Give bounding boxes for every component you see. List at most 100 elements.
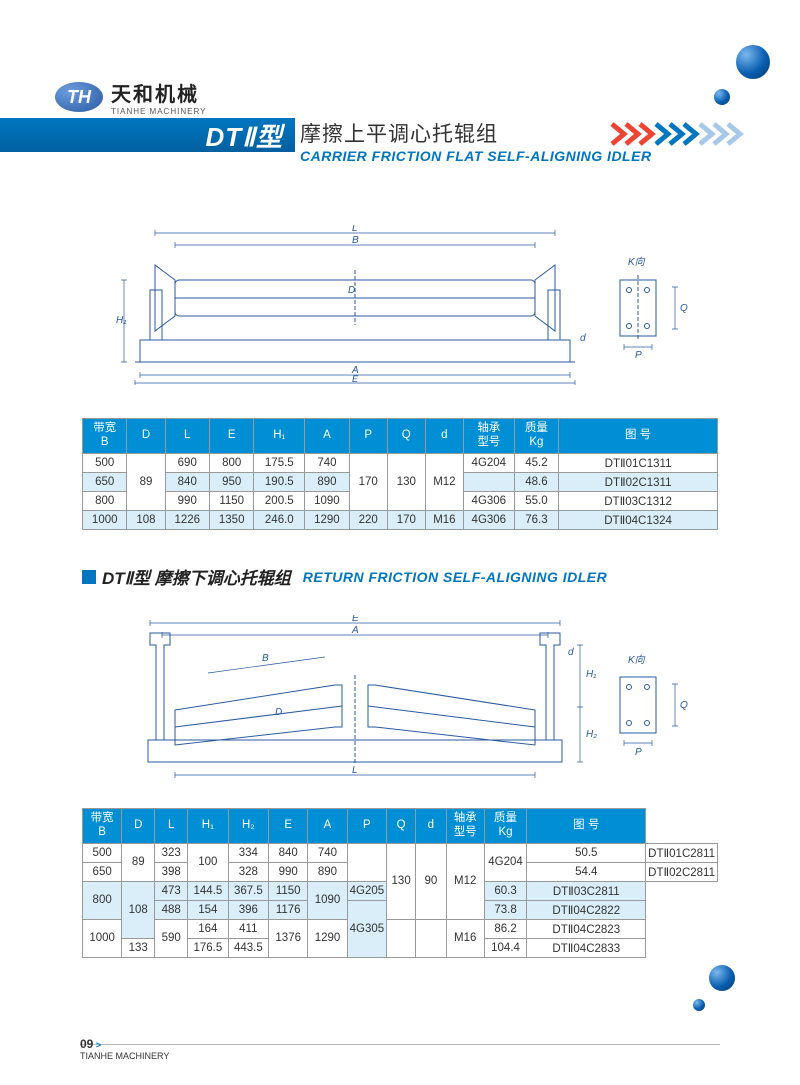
table-cell: DTⅡ04C2823 <box>527 919 646 938</box>
svg-text:D: D <box>275 707 282 718</box>
table-header: Q <box>387 809 416 844</box>
table-cell: DTⅡ01C2811 <box>646 843 718 862</box>
table-cell: 396 <box>228 900 268 919</box>
table-cell: 175.5 <box>254 453 305 472</box>
table-cell: 800 <box>83 491 127 510</box>
svg-text:H₁: H₁ <box>586 669 596 680</box>
page-number: 09 <box>80 1037 93 1051</box>
table-cell: 4G305 <box>347 900 387 957</box>
svg-text:P: P <box>635 747 642 758</box>
table-cell: 840 <box>269 843 308 862</box>
chevron-icon: > <box>96 1040 101 1050</box>
table-header: A <box>305 419 349 454</box>
chevron-decoration <box>610 120 760 148</box>
table-cell: 1350 <box>209 510 253 529</box>
ball-icon <box>709 965 735 991</box>
table-cell: 4G205 <box>347 881 387 900</box>
table-cell: 800 <box>209 453 253 472</box>
table-header: 图 号 <box>559 419 718 454</box>
table-cell: DTⅡ04C2822 <box>527 900 646 919</box>
table-cell: 443.5 <box>228 938 268 957</box>
table-cell: 89 <box>122 843 155 881</box>
svg-text:K向: K向 <box>628 256 646 268</box>
table-cell: 130 <box>387 453 425 510</box>
svg-text:B: B <box>352 235 359 246</box>
section2-en: RETURN FRICTION SELF-ALIGNING IDLER <box>303 569 608 585</box>
table-header: H₁ <box>188 809 228 844</box>
table-cell: 690 <box>165 453 209 472</box>
logo: TH 天和机械 TIANHE MACHINERY <box>55 78 206 116</box>
table-header: 轴承型号 <box>446 809 484 844</box>
table-header: D <box>122 809 155 844</box>
table-header: A <box>308 809 347 844</box>
table-cell: DTⅡ02C2811 <box>646 862 718 881</box>
table-cell: 1290 <box>305 510 349 529</box>
table-cell: 1090 <box>308 881 347 919</box>
svg-text:D: D <box>348 285 355 296</box>
table-cell: 1090 <box>305 491 349 510</box>
table-cell: 1150 <box>209 491 253 510</box>
table-cell: M12 <box>446 843 484 919</box>
table-cell: 154 <box>188 900 228 919</box>
table-cell: 740 <box>308 843 347 862</box>
diagram-carrier-idler: B L D H₁ A E K向 Q P d <box>80 225 720 390</box>
table-cell: DTⅡ04C1324 <box>559 510 718 529</box>
table-cell: 411 <box>228 919 268 938</box>
logo-mark: TH <box>55 82 103 112</box>
table-header: E <box>269 809 308 844</box>
table-header: d <box>416 809 447 844</box>
table-header: Q <box>387 419 425 454</box>
table-cell: 650 <box>83 472 127 491</box>
svg-text:Q: Q <box>680 700 688 711</box>
section2-cn: DTⅡ型 摩擦下调心托辊组 <box>102 564 291 589</box>
table-cell: 890 <box>305 472 349 491</box>
table-cell: 45.2 <box>514 453 558 472</box>
table-cell: 323 <box>155 843 188 862</box>
svg-text:P: P <box>635 350 642 361</box>
table-cell: 54.4 <box>527 862 646 881</box>
svg-text:E: E <box>352 615 359 624</box>
table-cell: 246.0 <box>254 510 305 529</box>
svg-text:K向: K向 <box>628 654 646 666</box>
table-cell: 76.3 <box>514 510 558 529</box>
svg-text:L: L <box>352 765 358 776</box>
table-cell: 4G306 <box>463 491 514 510</box>
table-cell <box>416 919 447 957</box>
table-header: 图 号 <box>527 809 646 844</box>
table-cell: 488 <box>155 900 188 919</box>
table-cell: 800 <box>83 881 122 919</box>
table-cell: DTⅡ03C2811 <box>527 881 646 900</box>
ball-icon <box>736 45 770 79</box>
table-cell: 334 <box>228 843 268 862</box>
table-cell: 100 <box>188 843 228 881</box>
diagram-return-idler: E A B D L H₁ H₂ K向 Q P d <box>80 615 720 790</box>
table-cell: 164 <box>188 919 228 938</box>
table-cell: 48.6 <box>514 472 558 491</box>
table-header: 质量Kg <box>514 419 558 454</box>
logo-en: TIANHE MACHINERY <box>111 107 206 116</box>
table-cell: 990 <box>269 862 308 881</box>
table-header: D <box>127 419 165 454</box>
table-cell: DTⅡ02C1311 <box>559 472 718 491</box>
table-cell: 398 <box>155 862 188 881</box>
table-cell: DTⅡ03C1312 <box>559 491 718 510</box>
page-footer: 09 > TIANHE MACHINERY <box>80 1037 169 1061</box>
table-cell: M16 <box>425 510 463 529</box>
svg-text:d: d <box>580 333 586 344</box>
table-cell: 50.5 <box>527 843 646 862</box>
table-cell: 130 <box>387 843 416 919</box>
table-cell: 1150 <box>269 881 308 900</box>
table-header: P <box>349 419 387 454</box>
table-header: 质量Kg <box>484 809 527 844</box>
table-cell: 328 <box>228 862 268 881</box>
table-cell: DTⅡ04C2833 <box>527 938 646 957</box>
table-cell: 190.5 <box>254 472 305 491</box>
table-cell: 500 <box>83 453 127 472</box>
table-cell: 1290 <box>308 919 347 957</box>
table-cell: 133 <box>122 938 155 957</box>
table-cell: 170 <box>349 453 387 510</box>
table-cell: 650 <box>83 862 122 881</box>
table-header: 带宽B <box>83 419 127 454</box>
logo-cn: 天和机械 <box>111 78 206 107</box>
table-cell: 4G204 <box>484 843 527 881</box>
